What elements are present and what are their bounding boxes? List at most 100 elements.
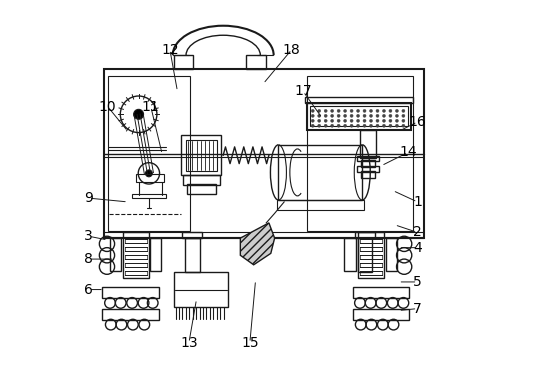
Circle shape [395,124,398,127]
Circle shape [134,109,144,119]
Circle shape [311,114,314,117]
Text: 15: 15 [241,336,258,350]
Circle shape [343,119,347,122]
Circle shape [363,124,366,127]
Circle shape [337,109,340,112]
Bar [132,194,166,198]
Circle shape [343,114,347,117]
Text: 13: 13 [180,336,198,350]
Circle shape [389,109,392,112]
Circle shape [343,109,347,112]
Bar [187,184,216,194]
Circle shape [331,109,334,112]
Bar [136,174,164,182]
Circle shape [324,109,327,112]
Bar [174,55,193,69]
Circle shape [324,119,327,122]
Text: 16: 16 [409,115,426,129]
Bar [246,55,266,69]
Bar [359,130,376,158]
Circle shape [389,114,392,117]
Bar [174,272,228,307]
Circle shape [370,114,373,117]
Bar [358,238,372,272]
Circle shape [370,109,373,112]
Circle shape [337,124,340,127]
Circle shape [331,119,334,122]
Circle shape [382,124,386,127]
Circle shape [389,119,392,122]
Circle shape [318,109,321,112]
Circle shape [331,114,334,117]
Circle shape [382,119,386,122]
Bar [307,76,413,231]
Circle shape [357,119,359,122]
Bar [150,238,161,271]
Bar [185,238,200,272]
Circle shape [402,119,405,122]
Circle shape [389,124,392,127]
Bar [344,238,356,271]
Circle shape [395,109,398,112]
Circle shape [376,109,379,112]
Circle shape [318,124,321,127]
Text: 1: 1 [413,195,422,209]
Text: 3: 3 [84,229,93,243]
Circle shape [331,124,334,127]
Circle shape [395,114,398,117]
Circle shape [357,124,359,127]
Text: 9: 9 [84,191,93,205]
Text: 18: 18 [283,43,301,56]
Circle shape [376,114,379,117]
Bar [361,171,375,178]
Bar [357,156,379,161]
Circle shape [363,114,366,117]
Text: 10: 10 [99,100,116,114]
Bar [353,287,410,298]
Text: 6: 6 [84,283,93,296]
Bar [108,76,190,231]
Circle shape [350,124,353,127]
Circle shape [337,119,340,122]
Circle shape [324,114,327,117]
Text: 11: 11 [142,100,160,114]
Circle shape [382,114,386,117]
Circle shape [370,119,373,122]
Text: 12: 12 [161,43,179,56]
Circle shape [311,124,314,127]
Text: 2: 2 [413,226,422,239]
Circle shape [337,114,340,117]
Circle shape [350,114,353,117]
Circle shape [318,114,321,117]
Circle shape [402,109,405,112]
Circle shape [145,170,152,177]
Circle shape [311,119,314,122]
Bar [103,309,159,320]
Text: 14: 14 [399,146,417,159]
Text: 5: 5 [413,275,422,289]
Bar [278,145,362,200]
Circle shape [402,124,405,127]
Polygon shape [240,223,274,265]
Circle shape [376,119,379,122]
Bar [307,103,411,130]
Bar [277,200,364,210]
Text: 17: 17 [294,85,312,98]
Bar [183,232,202,238]
Circle shape [382,109,386,112]
Circle shape [370,124,373,127]
Circle shape [311,109,314,112]
Circle shape [402,114,405,117]
Circle shape [343,124,347,127]
Circle shape [324,124,327,127]
Circle shape [363,119,366,122]
Circle shape [350,119,353,122]
Bar [361,160,375,167]
Bar [353,309,410,320]
Bar [357,166,379,172]
Bar [386,238,397,271]
Circle shape [350,109,353,112]
Text: 8: 8 [84,252,93,266]
Bar [183,175,220,185]
Bar [104,69,424,238]
